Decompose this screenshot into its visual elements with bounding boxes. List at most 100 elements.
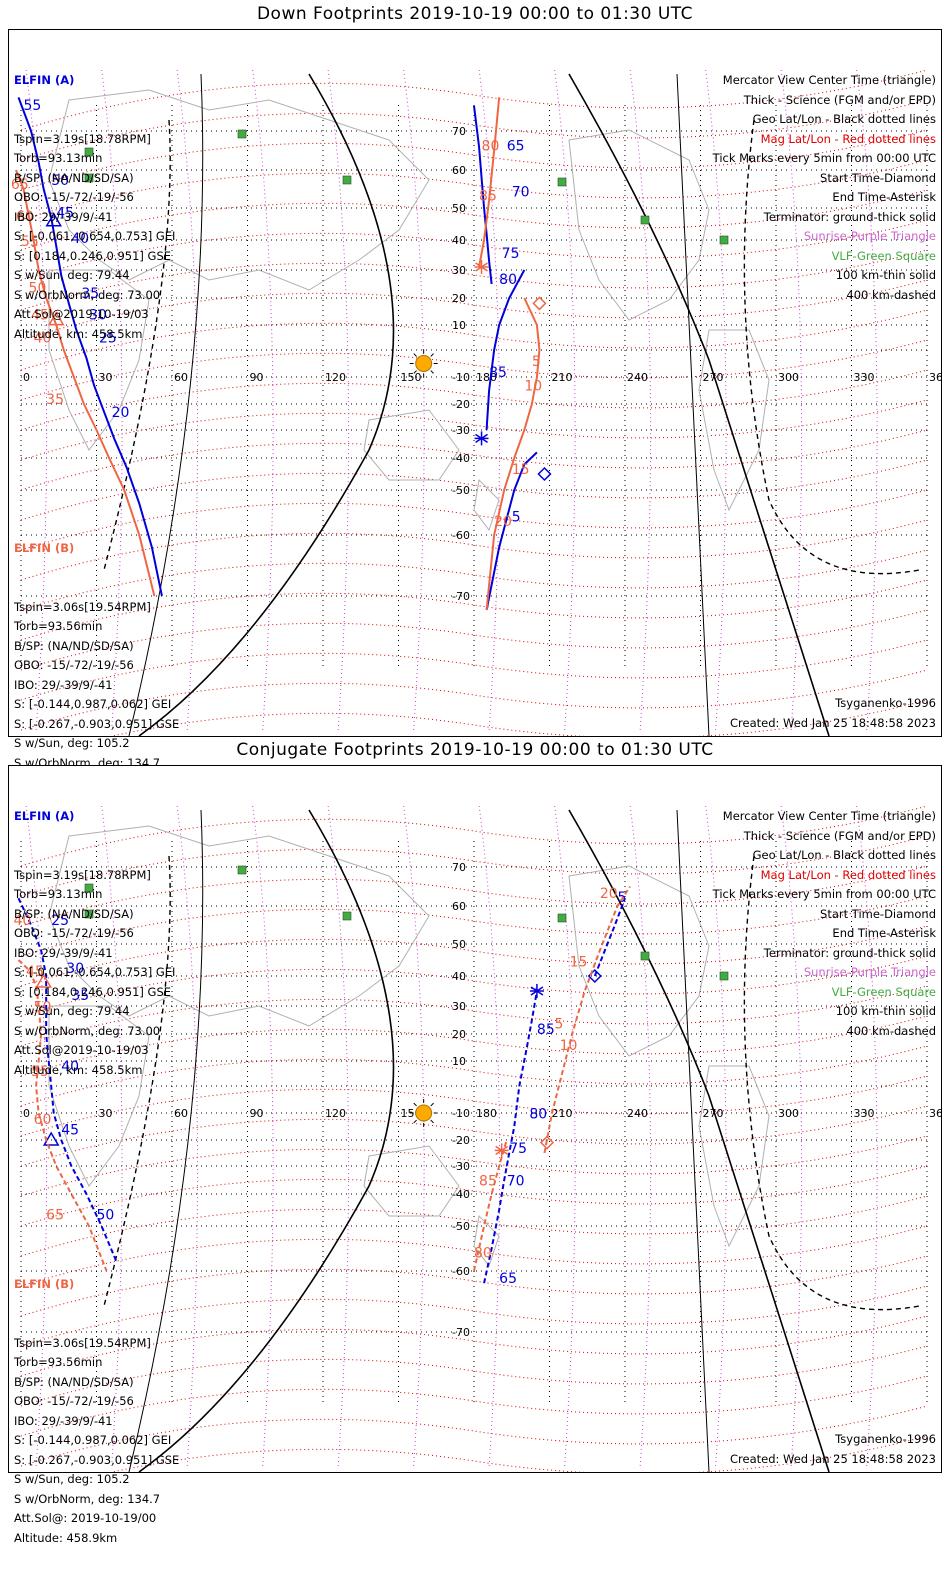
- mag-longitude-line: [176, 805, 199, 1467]
- mag-longitude-line: [252, 69, 274, 731]
- end-time-asterisk: [494, 1143, 509, 1158]
- lat-tick-label: 70: [452, 125, 466, 138]
- lat-tick-label: 30: [452, 1000, 466, 1013]
- terminator-line: [568, 809, 830, 1472]
- lon-tick-label: 150: [401, 371, 422, 384]
- track-tick-label: 30: [66, 961, 84, 977]
- vlf-square: [84, 883, 94, 893]
- lat-tick-label: 60: [452, 900, 466, 913]
- track-tick-label: 75: [502, 246, 520, 262]
- mag-longitude-line: [176, 69, 199, 731]
- elfin-b-info: ELFIN (B) Tspin=3.06s[19.54RPM] Torb=93.5…: [14, 1236, 179, 1587]
- elfin-b-track-line: [15, 169, 156, 597]
- track-tick-label: 40: [13, 913, 31, 929]
- track-tick-label: 85: [537, 1022, 555, 1038]
- info-line: Geo Lat/Lon - Black dotted lines: [752, 112, 936, 126]
- mag-latitude-line: [20, 549, 928, 611]
- lat-tick-label: -40: [452, 1188, 470, 1201]
- lon-tick-label: 180: [476, 1107, 497, 1120]
- lon-tick-labels: 0306090120150180210240270300330360: [23, 371, 941, 384]
- info-line: Tspin=3.06s[19.54RPM]: [14, 1335, 151, 1350]
- start-time-diamond: [532, 296, 547, 311]
- coastline: [698, 329, 770, 512]
- elfin-b-track-line: [485, 297, 541, 611]
- lat-tick-label: 30: [452, 264, 466, 277]
- model-label: Tsyganenko-1996: [835, 1432, 936, 1446]
- track-tick-label: 40: [34, 331, 52, 347]
- info-line: Torb=93.56min: [14, 1355, 103, 1369]
- coastline: [473, 1214, 500, 1268]
- elfin-a-track-line: [17, 97, 163, 597]
- mag-latitude-line: [20, 249, 928, 311]
- info-line: Tick Marks every 5min from 00:00 UTC: [712, 151, 936, 165]
- mag-latitude-line: [20, 985, 928, 1047]
- track-tick-label: 45: [61, 1123, 79, 1139]
- geo-grid: [20, 105, 928, 670]
- mag-latitude-line: [20, 1255, 928, 1317]
- track-tick-label: 85: [489, 365, 507, 381]
- track-tick-label: 80: [474, 1246, 492, 1262]
- track-tick-label: 25: [51, 913, 69, 929]
- info-line: Torb=93.13min: [14, 887, 103, 901]
- mag-longitude-line: [327, 805, 350, 1467]
- elfin-a-track-line: [483, 990, 538, 1284]
- lat-tick-label: -40: [452, 452, 470, 465]
- track-tick-label: 65: [46, 1208, 64, 1224]
- mag-longitude-line: [629, 805, 652, 1467]
- elfin-a-label: ELFIN (A): [14, 73, 75, 87]
- info-line: S: [-0.267,-0.903,0.951] GSE: [14, 716, 180, 731]
- info-line: IBO: 29/-39/9/-41: [14, 945, 113, 960]
- center-time-triangle: [45, 212, 63, 227]
- info-line: S: [0.184,0.246,0.951] GSE: [14, 984, 172, 999]
- vlf-square: [237, 129, 247, 139]
- model-label: Tsyganenko-1996: [835, 696, 936, 710]
- legend: Mercator View Center Time (triangle) Thic…: [713, 32, 936, 344]
- vlf-square: [640, 951, 650, 961]
- center-time-triangle: [42, 1131, 60, 1146]
- info-line: S w/OrbNorm, deg: 73.00: [14, 1023, 161, 1038]
- coastline: [363, 1145, 460, 1217]
- lon-tick-label: 240: [627, 1107, 648, 1120]
- mag-latitude-line: [20, 865, 928, 927]
- elfin-a-track-line: [485, 269, 526, 431]
- track-tick-label: 50: [34, 1000, 52, 1016]
- conjugate-footprints-map: 0306090120150180210240270300330360706050…: [13, 805, 941, 1472]
- track-tick-label: 40: [61, 1059, 79, 1075]
- elfin-a-track: 55 50 45 40 35 30 25 20: [17, 97, 163, 597]
- coastline: [48, 269, 150, 451]
- track-tick-label: 20: [112, 405, 130, 421]
- info-line: Altitude, km: 458.5km: [14, 1062, 143, 1077]
- elfin-a-track-line: [17, 897, 118, 1263]
- lat-tick-label: 20: [452, 292, 466, 305]
- elfin-b-track-line: [17, 959, 108, 1272]
- elfin-a-track-line: [473, 105, 493, 285]
- info-line: S w/Sun, deg: 105.2: [14, 1472, 130, 1486]
- lon-tick-label: 120: [325, 1107, 346, 1120]
- lat-tick-label: -50: [452, 1220, 470, 1233]
- info-line: Sunrise-Purple Triangle: [803, 229, 936, 243]
- track-tick-label: 40: [71, 231, 89, 247]
- terminator-line: [568, 73, 830, 736]
- mag-latitude-line: [20, 69, 928, 131]
- info-line: IBO: 29/-39/9/-41: [14, 1413, 113, 1428]
- elfin-b-track-line: [478, 97, 501, 268]
- sun-ray: [430, 370, 434, 374]
- track-tick-label: 5: [532, 354, 541, 370]
- info-line: Mercator View Center Time (triangle): [722, 809, 936, 823]
- vlf-square: [84, 173, 94, 183]
- lat-tick-labels: 70 60 50 40 30 20 10 -10 -20 -30 -40 -50 -60 -70: [452, 861, 470, 1339]
- lat-tick-label: -70: [452, 1326, 470, 1339]
- start-time-diamond: [537, 466, 552, 482]
- info-line: 400 km-dashed: [846, 287, 936, 302]
- lat-tick-label: 50: [452, 938, 466, 951]
- info-line: Start Time-Diamond: [820, 906, 936, 921]
- mag-latitude-line: [20, 159, 928, 221]
- info-line: Thick - Science (FGM and/or EPD): [743, 92, 936, 107]
- center-time-triangle: [47, 311, 65, 326]
- track-tick-label: 50: [97, 1208, 115, 1224]
- coastline: [568, 865, 710, 1057]
- track-tick-label: 65: [11, 177, 29, 193]
- vlf-square: [557, 177, 567, 187]
- lon-tick-label: 360: [929, 1107, 941, 1120]
